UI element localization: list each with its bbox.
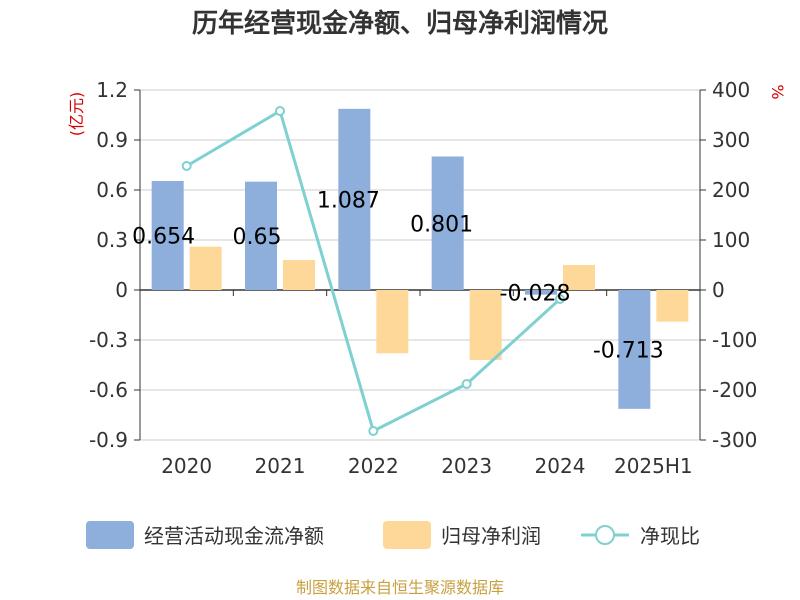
cashflow-data-label: -0.028 [500, 281, 571, 306]
profit-bar [283, 260, 315, 290]
legend-label-profit: 归母净利润 [441, 524, 541, 548]
cashflow-bar [245, 181, 277, 290]
profit-bar [469, 290, 502, 360]
left-tick-label: 1.2 [96, 78, 128, 102]
data-labels: 0.654 0.65 1.087 0.801 -0.028 -0.713 [132, 188, 664, 363]
legend[interactable]: 经营活动现金流净额 归母净利润 净现比 [86, 521, 700, 549]
profit-bar [376, 290, 409, 354]
left-tick-label: 0.9 [96, 128, 128, 152]
legend-label-ratio: 净现比 [640, 524, 700, 548]
cashflow-bar [338, 108, 371, 290]
x-tick-label: 2025H1 [614, 454, 693, 478]
cashflow-data-label: 0.654 [132, 225, 195, 250]
x-tick-label: 2020 [161, 454, 212, 478]
axes: 1.2 0.9 0.6 0.3 0 -0.3 -0.6 -0.9 400 300 200 100 0 -1… [67, 78, 787, 478]
right-tick-label: 300 [712, 128, 750, 152]
legend-swatch-profit [383, 521, 431, 549]
cashflow-bar [431, 156, 464, 290]
source-note: 制图数据来自恒生聚源数据库 [296, 578, 504, 597]
right-tick-label: -100 [712, 328, 757, 352]
x-tick-label: 2021 [255, 454, 306, 478]
x-tick-label: 2022 [348, 454, 399, 478]
right-tick-label: 200 [712, 178, 750, 202]
cashflow-data-label: 1.087 [317, 188, 380, 213]
left-tick-label: -0.6 [89, 378, 128, 402]
cashflow-data-label: 0.65 [233, 225, 282, 250]
right-tick-label: 100 [712, 228, 750, 252]
profit-bar [189, 246, 222, 290]
x-tick-label: 2023 [441, 454, 492, 478]
cashflow-bar [151, 181, 184, 290]
left-axis-unit: (亿元) [67, 92, 86, 137]
cashflow-data-label: 0.801 [410, 212, 473, 237]
ratio-point [275, 106, 285, 116]
ratio-point [555, 294, 565, 304]
ratio-series-line [185, 108, 562, 434]
ratio-point [461, 379, 472, 389]
right-tick-label: -300 [712, 428, 757, 452]
ratio-point [368, 426, 379, 436]
right-tick-label: 0 [712, 278, 725, 302]
left-tick-label: 0.3 [96, 228, 128, 252]
x-tick-label: 2024 [535, 454, 586, 478]
legend-swatch-ratio-marker [595, 525, 615, 545]
right-axis-unit: % [768, 84, 787, 99]
ratio-line [181, 106, 565, 436]
bars [151, 108, 689, 409]
cashflow-bar [618, 290, 651, 409]
legend-swatch-cashflow [86, 521, 134, 549]
cashflow-bar [525, 290, 557, 295]
left-tick-label: -0.9 [89, 428, 128, 452]
chart-title: 历年经营现金净额、归母净利润情况 [192, 8, 608, 39]
right-tick-label: -200 [712, 378, 757, 402]
legend-label-cashflow: 经营活动现金流净额 [144, 524, 324, 548]
left-tick-label: -0.3 [89, 328, 128, 352]
left-tick-label: 0.6 [96, 178, 128, 202]
profit-bar [563, 265, 595, 290]
left-tick-label: 0 [115, 278, 128, 302]
profit-bar [656, 290, 689, 322]
ratio-point [181, 161, 192, 171]
right-tick-label: 400 [712, 78, 750, 102]
cashflow-data-label: -0.713 [593, 338, 664, 363]
